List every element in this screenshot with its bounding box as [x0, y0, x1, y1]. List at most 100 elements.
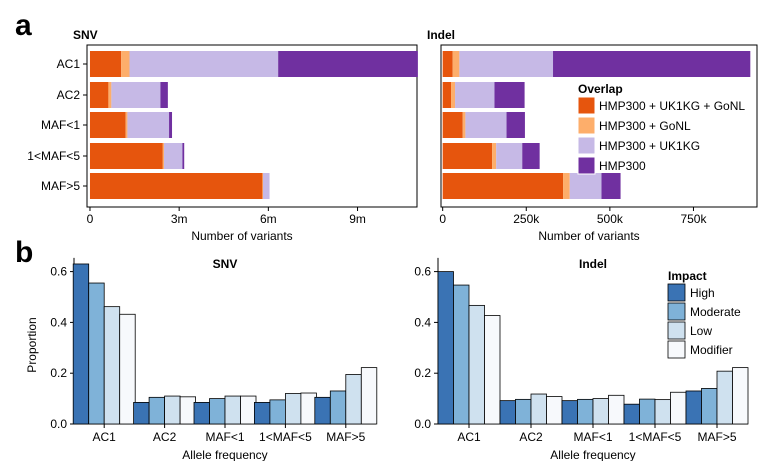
legend-label: Low: [690, 324, 712, 338]
bar: [561, 400, 578, 425]
bar-segment: [601, 173, 621, 199]
chart-title: Indel: [579, 257, 607, 271]
x-axis-label: Allele frequency: [182, 448, 267, 461]
x-tick-label: AC1: [457, 430, 481, 444]
legend-label: High: [690, 286, 715, 300]
bar-segment: [506, 112, 525, 138]
bar-segment: [164, 143, 183, 169]
legend-label: Moderate: [690, 305, 741, 319]
snv-impact-bar-chart: SNV 0.0 0.2 0.4 0.6 AC1 AC2 MAF<1 1<MAF<5 MAF>5 Al…: [25, 257, 378, 461]
bar: [499, 400, 516, 425]
bar-segment: [442, 143, 493, 169]
x-tick-label: 250k: [513, 212, 540, 226]
bar-segment: [553, 51, 751, 77]
bar: [300, 392, 317, 425]
bar: [546, 396, 563, 425]
legend-label: HMP300 + UK1KG + GoNL: [599, 99, 745, 113]
bar-segment: [455, 82, 495, 108]
bar-segment: [108, 82, 112, 108]
bar-segment: [452, 51, 460, 77]
bar: [716, 370, 733, 425]
x-axis-label: Allele frequency: [550, 448, 635, 461]
bar: [701, 388, 718, 425]
x-axis-label: Number of variants: [191, 229, 292, 243]
bar: [284, 393, 302, 425]
legend-label: HMP300: [599, 159, 646, 173]
x-tick-label: 3m: [171, 212, 188, 226]
bar: [685, 390, 702, 425]
bar: [103, 306, 121, 425]
bar: [329, 390, 347, 425]
bar: [193, 402, 210, 425]
bar-segment: [496, 143, 523, 169]
bar: [345, 374, 362, 425]
bar: [577, 398, 594, 425]
bar-segment: [563, 173, 570, 199]
bar: [468, 304, 485, 425]
bar-segment: [127, 112, 170, 138]
snv-stacked-bar-chart: SNV AC1 AC2 MAF<1 1<MAF<5 MAF>5 0 3m 6m 9m Number …: [27, 28, 418, 243]
bar-segment: [111, 82, 161, 108]
bar: [269, 399, 286, 425]
bar: [515, 398, 532, 425]
x-tick-label: 1<MAF<5: [629, 430, 682, 444]
bar-segment: [182, 143, 185, 169]
bar-segment: [494, 82, 525, 108]
chart-title: Indel: [427, 28, 455, 42]
bar: [119, 313, 136, 425]
bar-segment: [89, 82, 109, 108]
bar: [314, 396, 331, 425]
bar: [608, 394, 625, 425]
legend-label: HMP300 + UK1KG: [599, 139, 700, 153]
bar: [253, 402, 271, 425]
x-tick-label: AC2: [153, 430, 177, 444]
y-tick-label: 0.0: [50, 417, 67, 431]
bar: [592, 398, 609, 425]
bar-segment: [129, 51, 279, 77]
category-label: MAF>5: [41, 179, 80, 193]
bar-segment: [263, 173, 270, 199]
bar-segment: [522, 143, 540, 169]
bar: [530, 393, 547, 425]
y-tick-label: 0.2: [414, 366, 431, 380]
legend-label: Modifier: [690, 343, 733, 357]
bar: [453, 284, 470, 425]
bar: [133, 402, 150, 425]
legend-swatch: [577, 116, 596, 135]
bar: [623, 403, 640, 425]
plot-frame: [86, 44, 418, 208]
legend-swatch: [667, 302, 686, 321]
panel-label-b: b: [15, 236, 33, 269]
bar-segment: [162, 143, 164, 169]
legend-swatch: [667, 340, 686, 359]
x-tick-label: 1<MAF<5: [259, 430, 312, 444]
bar: [437, 271, 454, 425]
x-tick-label: 0: [439, 212, 446, 226]
x-tick-label: 500k: [597, 212, 624, 226]
category-label: AC1: [57, 57, 81, 71]
bar-segment: [89, 51, 122, 77]
legend-swatch: [577, 136, 596, 155]
y-tick-label: 0.6: [50, 265, 67, 279]
bar: [484, 315, 501, 425]
bar-segment: [442, 51, 453, 77]
bar: [639, 398, 656, 425]
bar: [224, 395, 241, 425]
bar: [654, 399, 671, 425]
bar: [148, 396, 166, 425]
bar: [670, 391, 687, 425]
bar-segment: [125, 112, 128, 138]
bar-segment: [121, 51, 130, 77]
legend-swatch: [577, 156, 596, 175]
bar-segment: [492, 143, 497, 169]
y-tick-label: 0.0: [414, 417, 431, 431]
chart-title: SNV: [213, 257, 238, 271]
bar-segment: [89, 143, 163, 169]
bar-segment: [160, 82, 168, 108]
y-tick-label: 0.4: [50, 315, 67, 329]
chart-title: SNV: [73, 28, 98, 42]
bar: [164, 395, 181, 425]
bar: [179, 396, 197, 425]
panel-label-a: a: [15, 9, 32, 42]
bar-segment: [262, 173, 263, 199]
